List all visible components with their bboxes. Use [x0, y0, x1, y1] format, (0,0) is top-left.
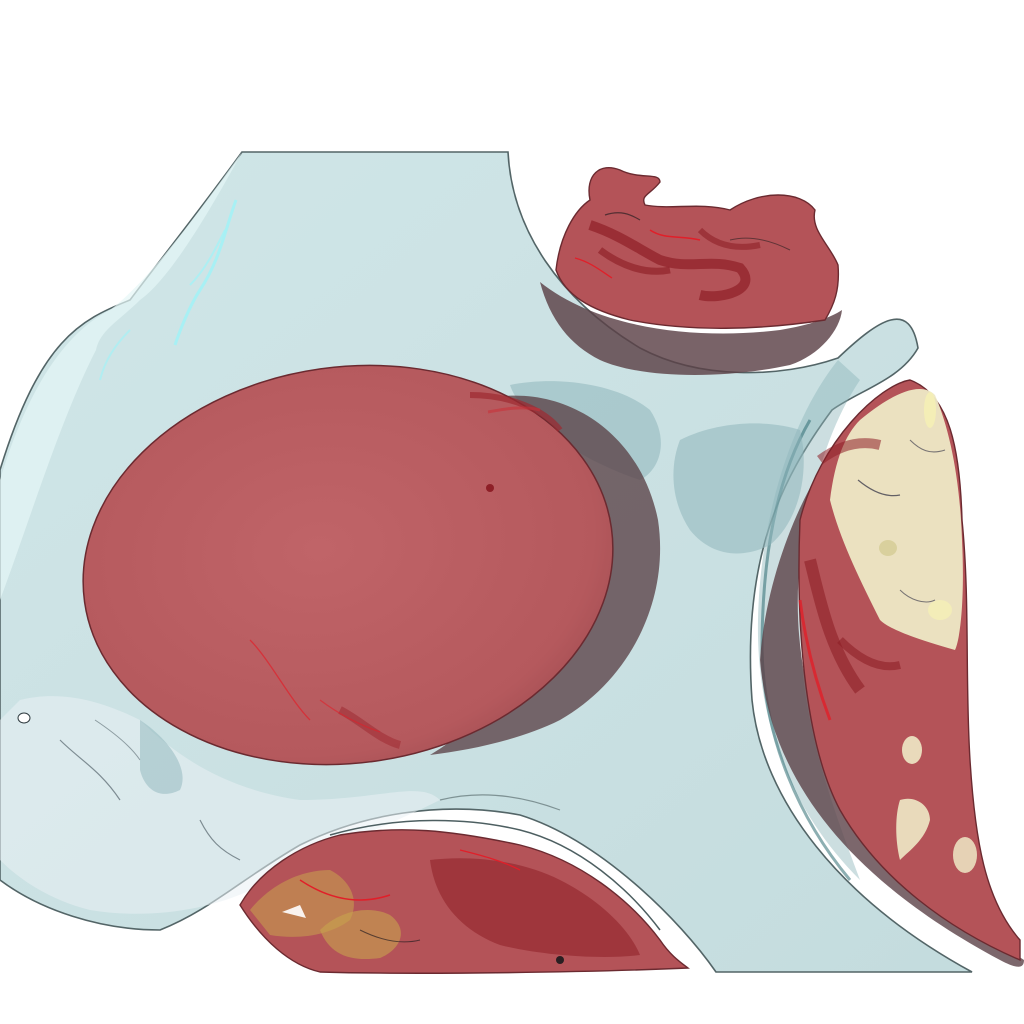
- tissue-right-shell: [760, 379, 1024, 967]
- tissue-bottom-fragment: [239, 829, 690, 974]
- scaffold-gap-outline: [329, 794, 661, 931]
- tissue-main-ellipse: [82, 364, 661, 766]
- tissue-top-fragment: [540, 166, 842, 376]
